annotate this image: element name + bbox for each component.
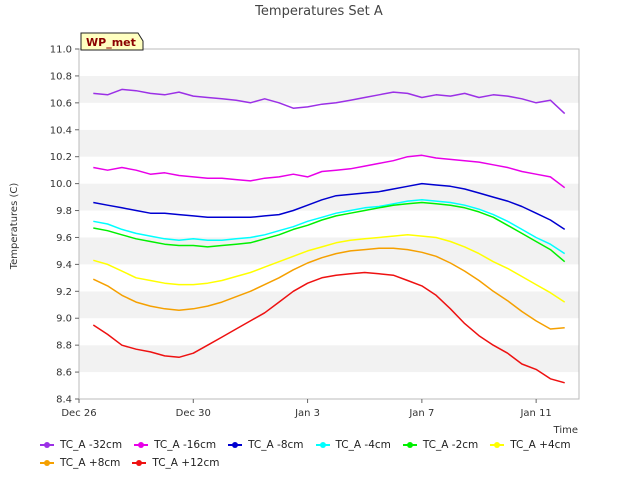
grid-band: [79, 129, 579, 157]
x-tick-label: Jan 7: [408, 408, 434, 419]
y-tick-label: 8.8: [56, 341, 72, 352]
grid-band: [79, 237, 579, 265]
y-axis-ticks: 8.4 8.6 8.8 9.0 9.2 9.4 9.6 9.8 10.0 10.2 10.4 10.6…: [50, 45, 79, 406]
legend-swatch: [315, 442, 330, 448]
legend-label: TC_A +12cm: [152, 457, 220, 469]
y-tick-label: 9.8: [56, 206, 72, 217]
x-axis-label: Time: [553, 425, 578, 436]
badge-box: [80, 32, 144, 51]
y-tick-label: 10.4: [50, 125, 72, 136]
x-tick-label: Jan 11: [519, 408, 551, 419]
x-tick-label: Dec 26: [61, 408, 96, 419]
grid-band: [79, 264, 579, 292]
chart-title: Temperatures Set A: [254, 4, 383, 19]
x-axis-ticks: Dec 26 Dec 30 Jan 3 Jan 7 Jan 11: [61, 399, 552, 419]
y-tick-label: 11.0: [50, 45, 72, 56]
y-tick-label: 9.4: [56, 260, 72, 271]
legend-swatch: [40, 442, 54, 448]
grid-band: [79, 291, 579, 319]
series-line-7: [92, 271, 565, 384]
legend-item: TC_A -2cm: [402, 439, 479, 451]
series-line-2: [93, 182, 566, 231]
legend-swatch: [40, 460, 54, 466]
legend-item: TC_A -32cm: [40, 439, 122, 451]
series-line-6: [92, 247, 565, 330]
legend-row: TC_A +8cm TC_A +12cm: [40, 454, 630, 472]
x-tick-label: Dec 30: [176, 408, 211, 419]
grid-band: [79, 49, 579, 76]
legend-item: TC_A -8cm: [228, 439, 304, 451]
y-tick-label: 10.2: [50, 152, 72, 163]
series-line-3: [93, 199, 566, 255]
legend-swatch: [490, 442, 505, 448]
y-tick-label: 10.0: [50, 179, 72, 190]
legend-label: TC_A -8cm: [248, 439, 304, 451]
grid-band: [79, 372, 579, 399]
grid-band: [79, 75, 579, 103]
legend-swatch: [228, 442, 243, 448]
site-badge: WP_met: [80, 32, 144, 51]
legend-swatch: [402, 442, 417, 448]
legend-row: TC_A -32cm TC_A -16cm TC_A -8cm TC_A -4cm TC…: [40, 436, 630, 454]
legend-item: TC_A +12cm: [132, 457, 219, 469]
legend-item: TC_A -16cm: [134, 439, 216, 451]
legend-item: TC_A +4cm: [490, 439, 571, 451]
y-tick-label: 8.6: [56, 368, 72, 379]
legend-label: TC_A +8cm: [60, 457, 121, 469]
legend-label: TC_A -4cm: [335, 439, 391, 451]
legend: TC_A -32cm TC_A -16cm TC_A -8cm TC_A -4cm TC…: [40, 436, 630, 472]
badge-label: WP_met: [86, 36, 136, 49]
legend-swatch: [134, 442, 149, 448]
series-line-5: [93, 234, 566, 303]
x-tick-label: Jan 3: [294, 408, 320, 419]
series-lines: [92, 88, 566, 384]
series-line-4: [93, 201, 566, 263]
plot-frame: [78, 48, 580, 400]
series-line-0: [93, 88, 566, 115]
y-axis-label: Temperatures (C): [9, 183, 20, 271]
y-tick-label: 10.8: [50, 71, 72, 82]
legend-label: TC_A -16cm: [154, 439, 217, 451]
y-tick-label: 8.4: [56, 395, 72, 406]
legend-label: TC_A -32cm: [60, 439, 123, 451]
grid-band: [79, 318, 579, 346]
series-line-1: [93, 154, 566, 189]
legend-label: TC_A -2cm: [422, 439, 479, 451]
background-bands: [79, 49, 579, 399]
y-tick-label: 10.6: [50, 98, 72, 109]
legend-label: TC_A +4cm: [510, 439, 571, 451]
legend-item: TC_A -4cm: [315, 439, 391, 451]
grid-band: [79, 102, 579, 130]
y-tick-label: 9.2: [56, 287, 72, 298]
legend-swatch: [132, 460, 147, 466]
y-tick-label: 9.6: [56, 233, 72, 244]
legend-item: TC_A +8cm: [40, 457, 120, 469]
y-tick-label: 9.0: [56, 314, 72, 325]
grid-band: [79, 345, 579, 373]
